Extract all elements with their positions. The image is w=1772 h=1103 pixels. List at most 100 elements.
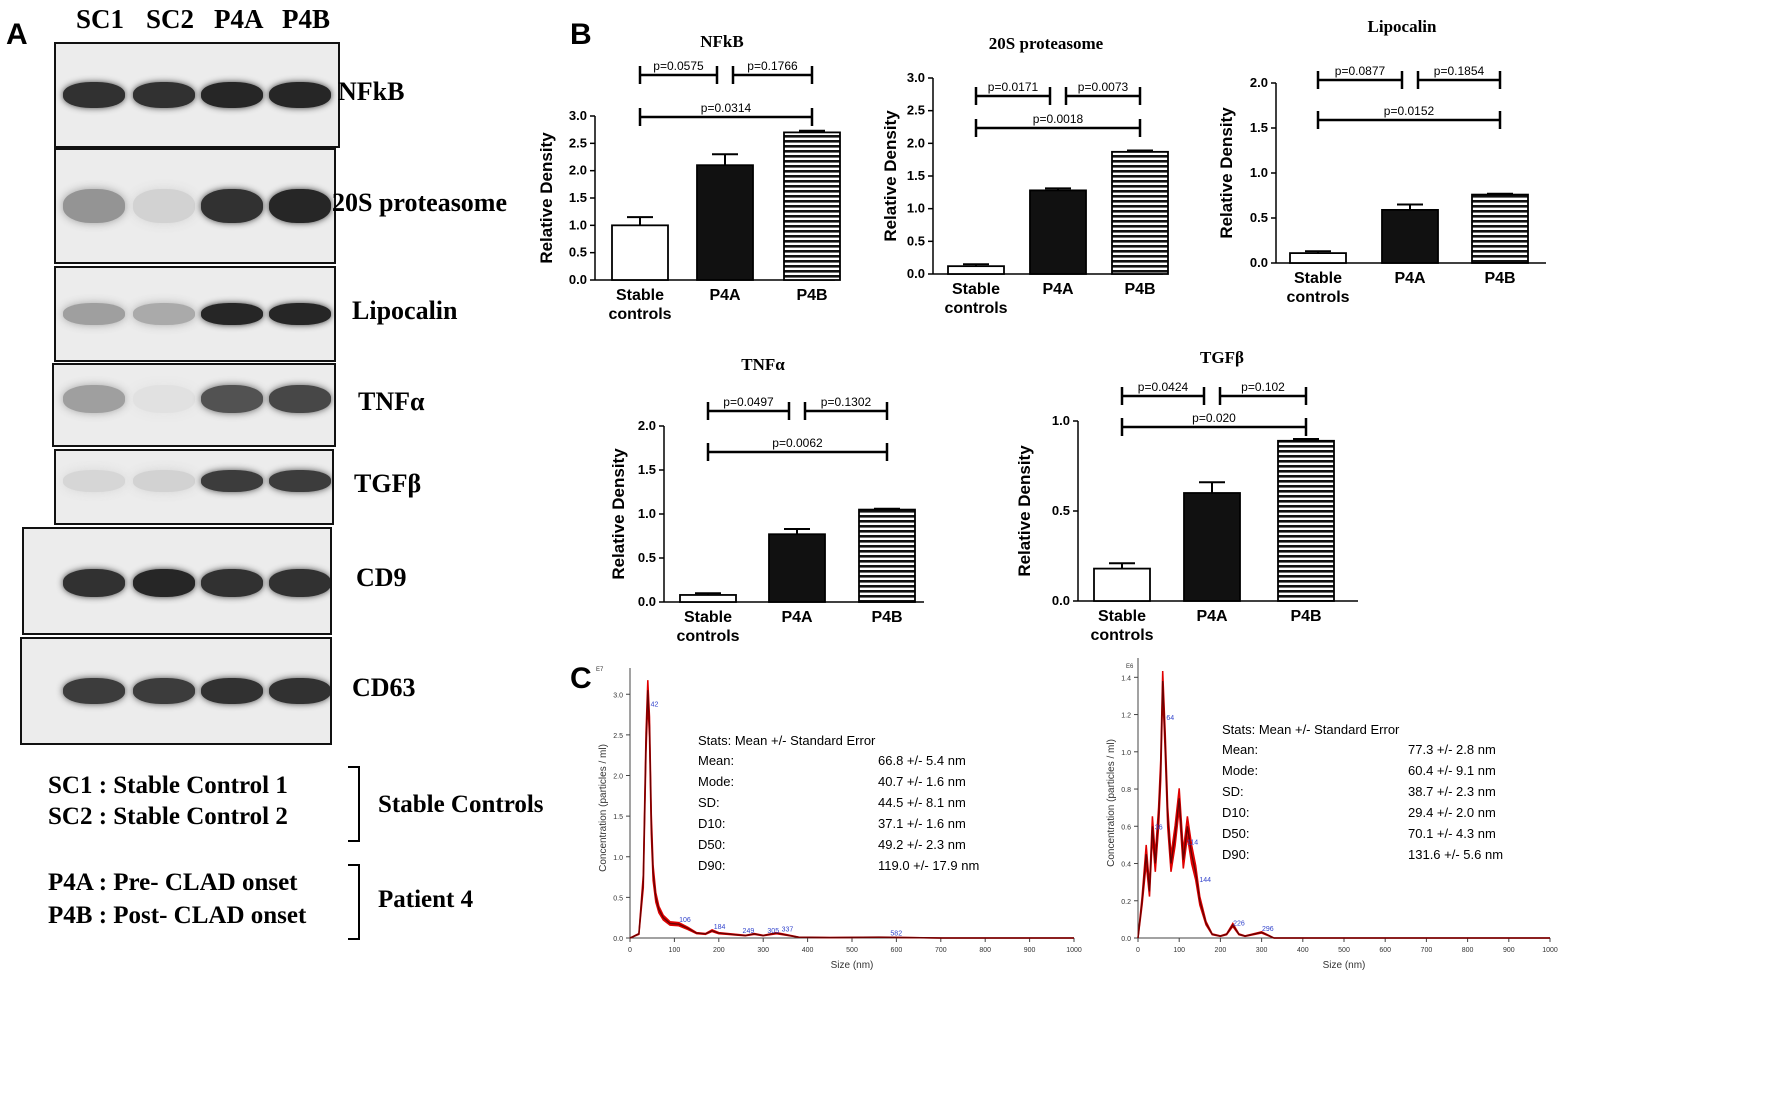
bar — [858, 508, 916, 603]
blot-band — [269, 82, 331, 108]
nta-stat-name: SD: — [698, 795, 720, 810]
nta-stat-name: D50: — [698, 837, 726, 852]
x-tick-label: P4A — [781, 609, 813, 626]
y-tick-label: 0.5 — [569, 245, 587, 260]
x-tick-label: controls — [1090, 627, 1153, 644]
peak-label: 114 — [1187, 839, 1198, 846]
peak-label: 184 — [714, 924, 726, 931]
y-tick-label: 3.0 — [613, 692, 623, 699]
y-tick-label: 0.5 — [613, 895, 623, 902]
y-tick-label: 0.0 — [1121, 936, 1131, 943]
p-value-label: p=0.1854 — [1434, 64, 1485, 78]
y-tick-label: 0.0 — [569, 272, 587, 287]
blot-band — [133, 189, 195, 223]
peak-label: 36 — [1155, 825, 1163, 832]
y-tick-label: 0.5 — [1052, 503, 1070, 518]
blot-label: NFkB — [338, 77, 405, 106]
blot-20s-proteasome — [54, 148, 336, 264]
y-tick-label: 0.0 — [907, 266, 925, 281]
x-axis-label: Size (nm) — [831, 960, 874, 971]
bar-chart-1: 20S proteasome Relative Density 0.0 0.5 1.0 1… — [881, 34, 1169, 317]
y-tick-label: 2.5 — [907, 103, 925, 118]
x-tick-label: 300 — [757, 947, 769, 954]
nta-stat-value: 38.7 +/- 2.3 nm — [1408, 784, 1496, 799]
blot-cd9 — [22, 527, 332, 635]
y-tick-label: 1.0 — [613, 855, 623, 862]
p-value-label: p=0.0073 — [1078, 80, 1129, 94]
p-value-label: p=0.0152 — [1384, 104, 1435, 118]
blot-band — [269, 569, 330, 598]
blot-band — [63, 678, 125, 704]
y-tick-label: 0.0 — [638, 594, 656, 609]
x-tick-label: P4B — [796, 287, 827, 304]
x-tick-label: 400 — [1297, 947, 1309, 954]
y-exponent: E7 — [596, 667, 604, 673]
x-tick-label: 700 — [935, 947, 947, 954]
x-tick-label: 0 — [1136, 947, 1140, 954]
blot-band — [269, 384, 331, 413]
x-tick-label: 600 — [891, 947, 903, 954]
blot-band — [133, 569, 195, 598]
bar — [1277, 439, 1335, 602]
x-tick-label: 900 — [1503, 947, 1515, 954]
nta-stat-name: Mean: — [698, 753, 735, 768]
p-value-label: p=0.0424 — [1138, 380, 1189, 394]
peak-label: 106 — [679, 917, 691, 924]
bar-charts: NFkB Relative Density 0.0 0.5 1.0 1.5 2.0 2.5 3.… — [537, 17, 1546, 645]
y-exponent: E6 — [1126, 664, 1134, 670]
y-axis-label: Relative Density — [537, 132, 556, 264]
x-tick-label: 600 — [1379, 947, 1391, 954]
peak-label: 249 — [743, 928, 755, 935]
lane-label-p4a: P4A — [214, 4, 264, 34]
bar — [611, 224, 669, 281]
peak-label: 226 — [1233, 920, 1245, 927]
bar-chart-4: TGFβ Relative Density 0.0 0.5 1.0 Stable contr… — [1015, 348, 1358, 644]
x-tick-label: P4A — [1196, 608, 1228, 625]
peak-label: 305 — [767, 928, 779, 935]
blot-band — [269, 470, 331, 493]
x-tick-label: 800 — [1462, 947, 1474, 954]
nta-stat-name: D10: — [1222, 805, 1250, 820]
legend-sc1: SC1 : Stable Control 1 — [48, 772, 288, 799]
bar — [947, 265, 1005, 275]
nta-stats-header: Stats: Mean +/- Standard Error — [1222, 722, 1400, 737]
blot-band — [201, 678, 263, 704]
y-axis-label: Relative Density — [881, 110, 900, 242]
blot-band — [133, 678, 195, 704]
x-tick-label: P4A — [1042, 281, 1074, 298]
x-tick-label: 700 — [1421, 947, 1433, 954]
x-tick-label: Stable — [1294, 270, 1342, 287]
bar — [679, 594, 737, 603]
peak-label: 337 — [782, 927, 794, 934]
y-tick-label: 1.5 — [907, 168, 925, 183]
nta-stat-name: D90: — [698, 858, 726, 873]
nta-stat-value: 77.3 +/- 2.8 nm — [1408, 742, 1496, 757]
y-axis-label: Concentration (particles / ml) — [598, 744, 609, 872]
p-value-label: p=0.0171 — [988, 80, 1039, 94]
p-value-label: p=0.020 — [1192, 411, 1236, 425]
blot-band — [269, 189, 331, 223]
y-tick-label: 2.0 — [638, 418, 656, 433]
blot-nfkb — [54, 42, 340, 148]
legend-sc2: SC2 : Stable Control 2 — [48, 803, 288, 830]
y-tick-label: 0.4 — [1121, 862, 1131, 869]
bar — [696, 164, 754, 281]
legend-p4a: P4A : Pre- CLAD onset — [48, 869, 298, 896]
x-tick-label: Stable — [1098, 608, 1146, 625]
bar — [1093, 567, 1151, 602]
blot-band — [201, 189, 263, 223]
y-tick-label: 1.5 — [613, 814, 623, 821]
nta-stat-value: 70.1 +/- 4.3 nm — [1408, 826, 1496, 841]
x-tick-label: 100 — [1173, 947, 1185, 954]
blot-label: 20S proteasome — [332, 188, 508, 217]
nta-stat-name: D90: — [1222, 847, 1250, 862]
y-tick-label: 2.0 — [907, 135, 925, 150]
blot-band — [133, 303, 195, 325]
error-band — [629, 680, 1074, 939]
legend-group-patient: Patient 4 — [378, 886, 474, 913]
x-tick-label: 800 — [979, 947, 991, 954]
y-tick-label: 1.2 — [1121, 713, 1131, 720]
y-tick-label: 1.0 — [907, 201, 925, 216]
nta-stat-value: 37.1 +/- 1.6 nm — [878, 816, 966, 831]
blot-band — [63, 384, 125, 413]
